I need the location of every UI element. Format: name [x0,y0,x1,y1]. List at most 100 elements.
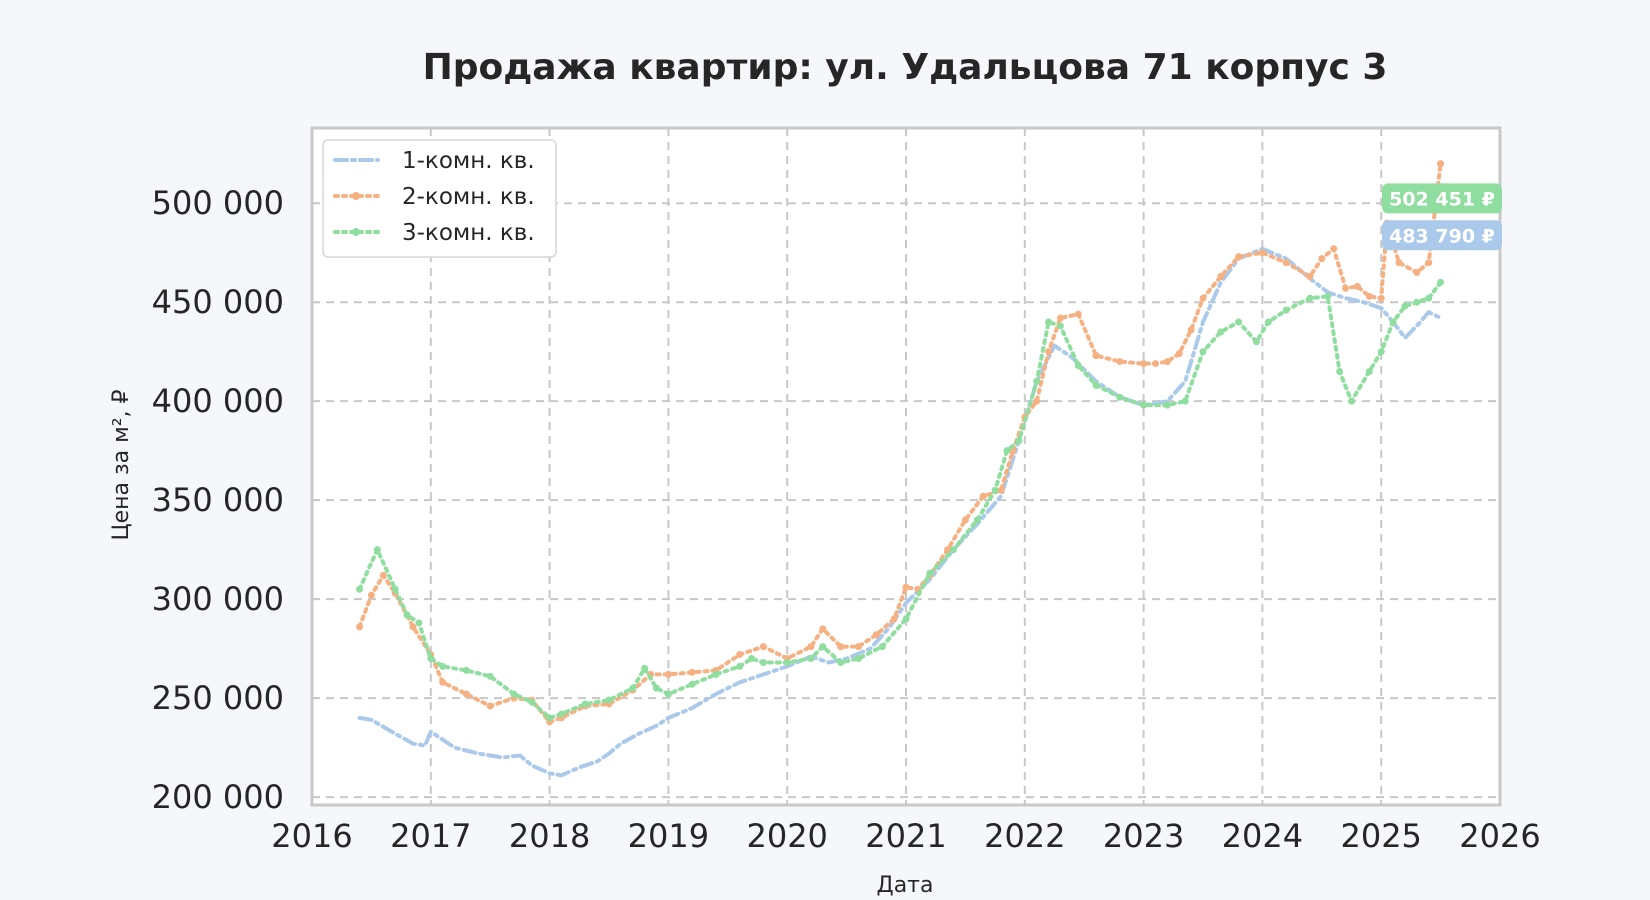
grid-lines [311,128,1501,805]
series-2-point [759,643,767,651]
series-3-point [415,619,423,627]
series-3-point [1003,447,1011,455]
series-2-point [1318,255,1326,263]
series-3-point [1425,294,1433,302]
value-badge [1382,183,1502,214]
series-2-point [439,678,447,686]
x-tick-label: 2023 [1103,817,1184,855]
series-3-point [1306,294,1314,302]
series-3-point [950,546,958,554]
series-2-point [1033,397,1041,405]
series-2-point [462,690,470,698]
series-3-point [1140,401,1148,409]
y-tick-label: 300 000 [152,580,284,618]
series-3-point [1217,328,1225,336]
series-3-point [1264,318,1272,326]
series-2-point [1045,348,1053,356]
series-3-point [837,658,845,666]
value-badge-text: 483 790 ₽ [1389,225,1495,247]
legend-label: 3-комн. кв. [402,220,535,246]
series-3-point [1015,437,1023,445]
series-3-point [581,700,589,708]
series-3-point [1365,367,1373,375]
x-tick-label: 2017 [390,817,471,855]
series-2-point [1342,284,1350,292]
series-3-point [1401,302,1409,310]
series-3-point [1092,381,1100,389]
series-3-point [807,655,815,663]
series-2-point [961,516,969,524]
series-2-point [1425,259,1433,267]
x-tick-label: 2020 [746,817,827,855]
series-3-point [528,698,536,706]
y-tick-label: 200 000 [152,778,284,816]
series-2-point [736,651,744,659]
y-tick-label: 500 000 [152,184,284,222]
series-2-point [819,625,827,633]
series-3-point [712,670,720,678]
series-3-point [783,658,791,666]
series-2-point [872,631,880,639]
series-2-point [1365,292,1373,300]
series-2-point [409,623,417,631]
series-2-point [902,583,910,591]
series-3-point [1074,362,1082,370]
legend-label: 2-комн. кв. [402,184,535,210]
series-3-point [1056,322,1064,330]
series-2-point [379,571,387,579]
series-2-point [1377,294,1385,302]
series-3-point [653,684,661,692]
y-tick-label: 400 000 [152,382,284,420]
series-2-point [1217,272,1225,280]
series-2-point [807,643,815,651]
series-3-point [373,546,381,554]
series-2-point [1437,160,1445,168]
series-3-point [605,696,613,704]
series-3-point [1045,318,1053,326]
series-3-point [1033,377,1041,385]
series-2-point [997,486,1005,494]
series-3-point [1437,278,1445,286]
series-2-point [1330,245,1338,253]
series-2-point [1116,358,1124,366]
series-3-point [1252,338,1260,346]
series-3-point [546,714,554,722]
series-2-point [837,643,845,651]
series-2-point [356,623,364,631]
series-2-point [854,643,862,651]
y-tick-label: 250 000 [152,679,284,717]
legend: 1-комн. кв. 2-комн. кв. 3-комн. кв. [322,139,557,258]
series-3-point [629,684,637,692]
series-2-point [1056,314,1064,322]
series-3-point [1235,318,1243,326]
series-2-point [486,702,494,710]
series-2-point [1140,360,1148,368]
series-2-point [1163,358,1171,366]
series-3-point [1181,397,1189,405]
x-tick-label: 2019 [628,817,709,855]
series-2-point [1187,326,1195,334]
x-tick-label: 2026 [1459,817,1540,855]
tick-labels: 2016 2017 2018 2019 2020 2021 2022 2023 2024 2025… [152,184,1541,855]
series-3-point [1199,348,1207,356]
series-3-point [641,664,649,672]
series-3-point [736,662,744,670]
series-2-point [664,670,672,678]
x-tick-label: 2025 [1340,817,1421,855]
series-3-point [1348,397,1355,405]
series-3-point [878,643,886,651]
series-3-point [1282,306,1290,314]
series-2-point [688,668,696,676]
value-badges: 502 451 ₽ 483 790 ₽ [1382,183,1502,251]
legend-box [322,139,557,258]
series-2-point [979,492,987,500]
series-2-point [1092,352,1100,360]
series-3-point [759,658,767,666]
series-3-point [1116,393,1124,401]
series-2-point [944,546,952,554]
series-3-point [1377,348,1385,356]
series-3-point [403,611,411,619]
series-3-point [557,710,565,718]
plot-frame [310,126,1502,807]
series-3-point [391,585,399,593]
